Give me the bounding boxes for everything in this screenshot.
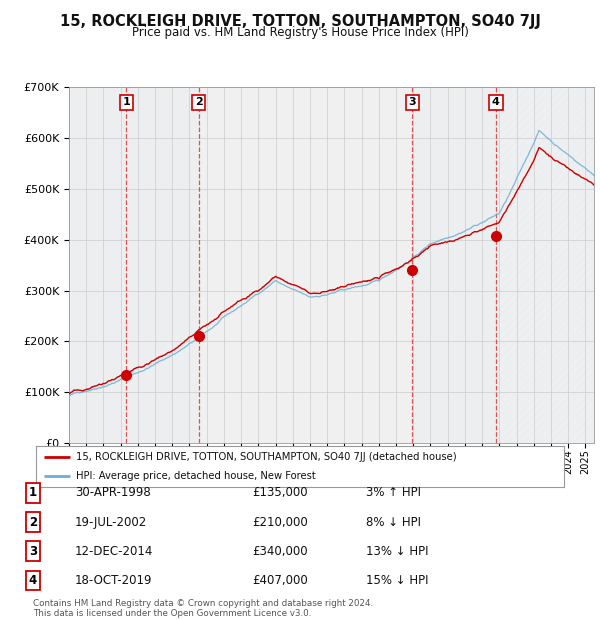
Bar <box>412 87 496 443</box>
Text: £135,000: £135,000 <box>252 487 308 499</box>
Text: 15, ROCKLEIGH DRIVE, TOTTON, SOUTHAMPTON, SO40 7JJ: 15, ROCKLEIGH DRIVE, TOTTON, SOUTHAMPTON… <box>59 14 541 29</box>
Text: 12-DEC-2014: 12-DEC-2014 <box>75 545 154 557</box>
Bar <box>496 87 594 443</box>
Text: £340,000: £340,000 <box>252 545 308 557</box>
Text: 19-JUL-2002: 19-JUL-2002 <box>75 516 147 528</box>
Text: HPI: Average price, detached house, New Forest: HPI: Average price, detached house, New … <box>76 471 316 481</box>
Text: 15, ROCKLEIGH DRIVE, TOTTON, SOUTHAMPTON, SO40 7JJ (detached house): 15, ROCKLEIGH DRIVE, TOTTON, SOUTHAMPTON… <box>76 452 456 462</box>
Text: 3% ↑ HPI: 3% ↑ HPI <box>366 487 421 499</box>
Text: 8% ↓ HPI: 8% ↓ HPI <box>366 516 421 528</box>
Text: 1: 1 <box>122 97 130 107</box>
Text: 4: 4 <box>29 574 37 587</box>
Text: 1: 1 <box>29 487 37 499</box>
Text: £210,000: £210,000 <box>252 516 308 528</box>
Text: £407,000: £407,000 <box>252 574 308 587</box>
Text: 3: 3 <box>29 545 37 557</box>
Text: 13% ↓ HPI: 13% ↓ HPI <box>366 545 428 557</box>
Text: 15% ↓ HPI: 15% ↓ HPI <box>366 574 428 587</box>
Text: 2: 2 <box>195 97 203 107</box>
Text: 2: 2 <box>29 516 37 528</box>
Text: 30-APR-1998: 30-APR-1998 <box>75 487 151 499</box>
Text: Contains HM Land Registry data © Crown copyright and database right 2024.
This d: Contains HM Land Registry data © Crown c… <box>33 599 373 618</box>
Text: 3: 3 <box>409 97 416 107</box>
Bar <box>69 87 199 443</box>
Text: Price paid vs. HM Land Registry's House Price Index (HPI): Price paid vs. HM Land Registry's House … <box>131 26 469 39</box>
Text: 18-OCT-2019: 18-OCT-2019 <box>75 574 152 587</box>
Text: 4: 4 <box>492 97 500 107</box>
